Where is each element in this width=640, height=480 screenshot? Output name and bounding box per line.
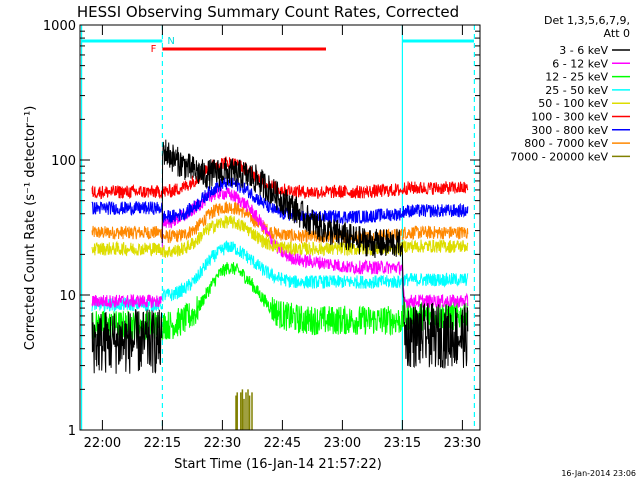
legend-entry-label: 12 - 25 keV (545, 71, 608, 84)
y-tick-label: 100 (51, 154, 76, 169)
series-line (91, 201, 163, 216)
x-tick-label: 22:30 (204, 436, 241, 451)
legend-entry-label: 50 - 100 keV (538, 97, 608, 110)
y-axis-label: Corrected Count Rate (s⁻¹ detector⁻¹) (23, 106, 38, 351)
x-axis-label: Start Time (16-Jan-14 21:57:22) (174, 457, 382, 472)
series-line (401, 225, 469, 241)
x-tick-label: 23:00 (324, 436, 361, 451)
chart-title: HESSI Observing Summary Count Rates, Cor… (77, 3, 459, 21)
y-tick-label: 10 (59, 289, 76, 304)
legend-entry-label: 7000 - 20000 keV (510, 150, 608, 163)
series-line (401, 202, 469, 218)
series-line (161, 186, 403, 277)
timestamp: 16-Jan-2014 23:06 (561, 469, 636, 478)
legend-header-attenuator: Att 0 (604, 27, 630, 40)
legend-entry-label: 25 - 50 keV (545, 84, 608, 97)
series-line (401, 239, 469, 255)
flare-label: F (151, 44, 157, 55)
series-line (401, 242, 469, 369)
x-tick-label: 22:45 (264, 436, 301, 451)
plot-area: FN (80, 25, 475, 430)
series-100-300keV (91, 156, 469, 200)
legend-entry-label: 3 - 6 keV (559, 44, 608, 57)
series-3-6keV (91, 139, 469, 374)
legend-entry-label: 6 - 12 keV (552, 57, 608, 70)
series-line (91, 240, 163, 257)
y-tick-label: 1 (68, 424, 76, 439)
y-tick-label: 1000 (43, 19, 76, 34)
axes: 1 10 100 1000 22:00 22:15 22:30 22:45 23:00 23:15… (23, 19, 481, 451)
series-line (401, 181, 469, 195)
x-tick-label: 23:15 (384, 436, 421, 451)
series-line (91, 225, 163, 240)
x-tick-label: 22:15 (144, 436, 181, 451)
series-line (161, 240, 403, 303)
legend-entry-label: 100 - 300 keV (531, 111, 608, 124)
series-50-100keV (91, 215, 469, 258)
plot-frame (79, 24, 481, 431)
series-line (91, 309, 163, 374)
series-line (91, 293, 163, 309)
series-line (401, 272, 469, 288)
x-tick-label: 23:30 (444, 436, 481, 451)
series-line (161, 215, 403, 258)
series-7000-20000keV (235, 389, 253, 430)
series-line (91, 183, 163, 200)
series-6-12keV (91, 186, 469, 309)
x-tick-label: 22:00 (84, 436, 121, 451)
series-line (161, 262, 403, 341)
night-label: N (167, 36, 174, 47)
series-line (401, 264, 469, 309)
series-line (161, 139, 403, 259)
legend-header-detectors: Det 1,3,5,6,7,9, (544, 14, 630, 27)
legend-entry-label: 800 - 7000 keV (524, 137, 608, 150)
legend-entry-label: 300 - 800 keV (531, 124, 608, 137)
